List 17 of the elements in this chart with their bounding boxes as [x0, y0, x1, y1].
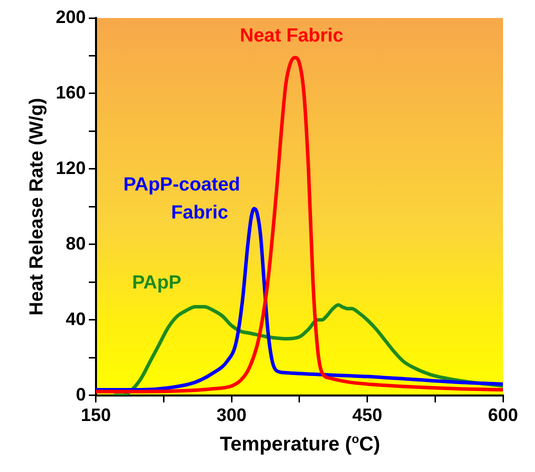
y-tick-label: 160: [56, 82, 86, 102]
y-tick-label: 200: [56, 6, 86, 27]
y-tick-label: 80: [66, 233, 86, 254]
y-tick-label: 120: [56, 158, 86, 178]
series-label: PApP: [132, 272, 182, 294]
x-tick-label: 150: [80, 405, 111, 426]
x-axis-title: Temperature ($^{o}$C): [218, 432, 382, 457]
y-axis-title: Heat Release Rate (W/g): [26, 98, 48, 316]
y-tick-label: 40: [66, 308, 86, 329]
x-tick-label: 300: [216, 405, 247, 426]
series-label: PApP-coated Fabric: [123, 174, 240, 224]
line-series: [96, 56, 503, 394]
series-label: Neat Fabric: [240, 25, 344, 46]
line-series: [96, 206, 503, 392]
x-tick-label: 600: [488, 405, 518, 426]
x-tick-label: 450: [352, 405, 382, 426]
y-tick-label: 0: [76, 384, 86, 404]
